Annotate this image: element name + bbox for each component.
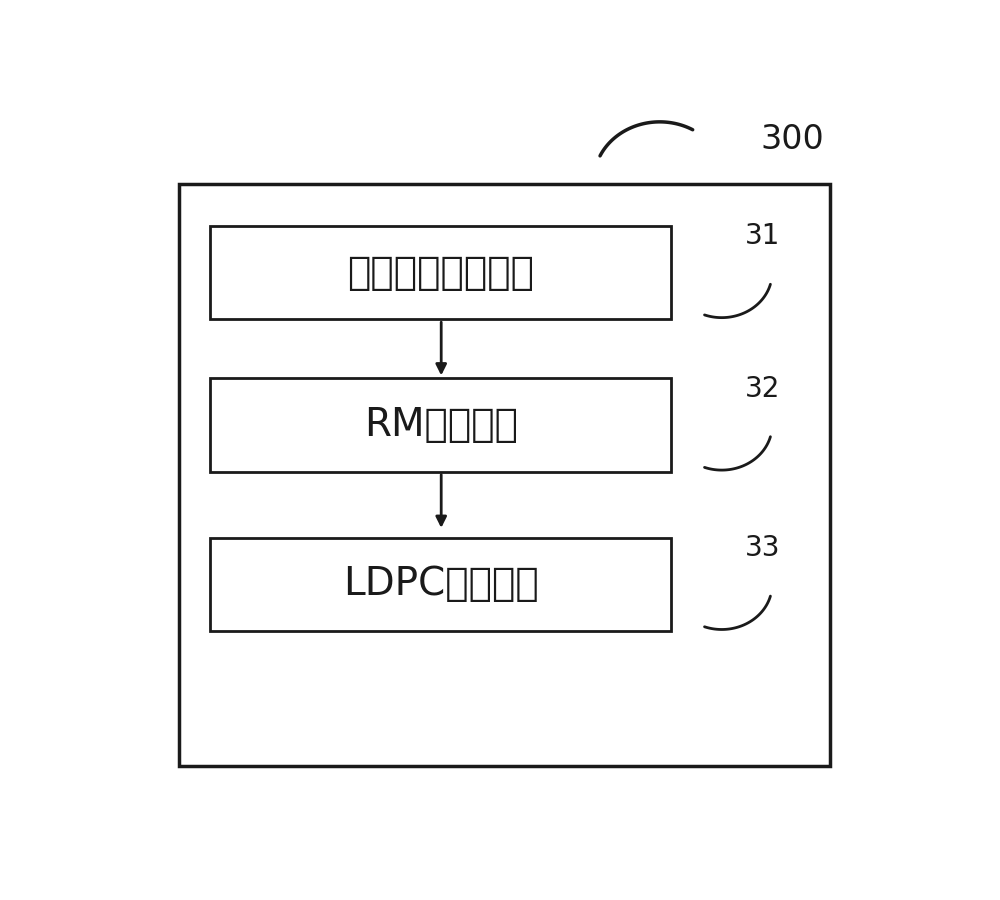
Text: RM编码单元: RM编码单元 — [364, 406, 518, 444]
Bar — [210, 378, 671, 472]
Bar — [179, 184, 830, 767]
Text: 31: 31 — [745, 222, 780, 250]
Bar — [210, 226, 671, 320]
Text: 300: 300 — [761, 122, 824, 156]
Text: LDPC编码单元: LDPC编码单元 — [343, 565, 539, 603]
Text: 32: 32 — [745, 374, 780, 402]
Bar — [210, 537, 671, 631]
Text: 33: 33 — [745, 534, 780, 562]
Text: 信息数据分块单元: 信息数据分块单元 — [347, 254, 534, 292]
